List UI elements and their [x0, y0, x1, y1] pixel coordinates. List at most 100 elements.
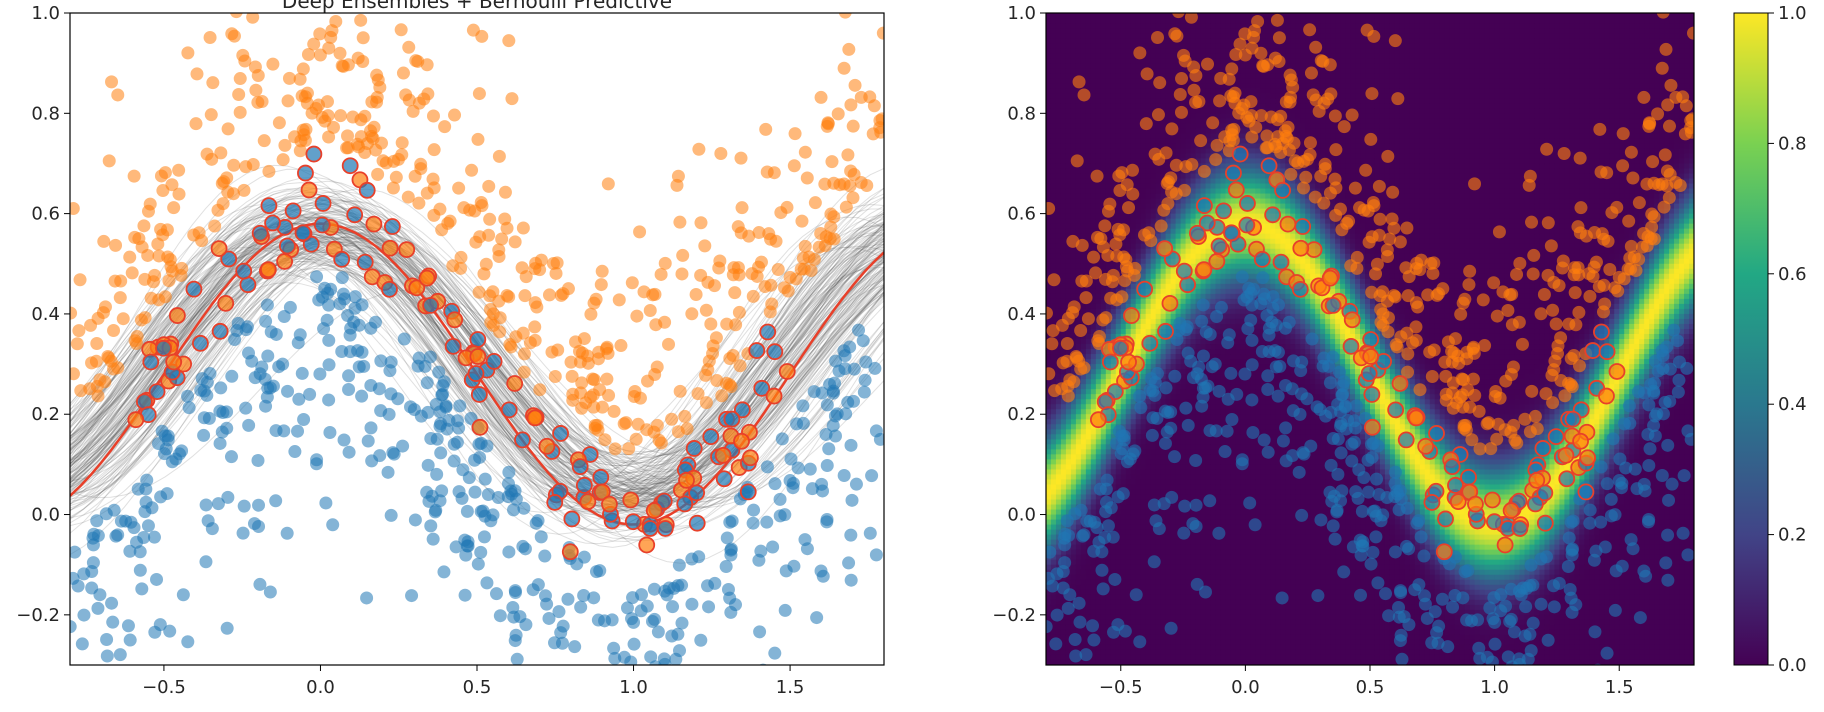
heatmap-cell [1150, 354, 1157, 360]
heatmap-cell [1180, 599, 1187, 606]
heatmap-cell [1090, 193, 1097, 200]
heatmap-cell [1115, 404, 1122, 410]
highlighted-point [302, 235, 320, 253]
heatmap-cell [1055, 18, 1062, 24]
heatmap-cell [1175, 359, 1182, 365]
heatmap-cell [1145, 98, 1152, 104]
heatmap-cell [1180, 298, 1187, 305]
heatmap-cell [1170, 359, 1177, 365]
heatmap-cell [1155, 439, 1162, 445]
class0-point [607, 641, 621, 655]
class0-point [407, 403, 421, 417]
heatmap-cell [1060, 504, 1067, 511]
heatmap-cell [1160, 103, 1167, 109]
heatmap-cell [1130, 499, 1137, 506]
heatmap-cell [1100, 193, 1107, 200]
heatmap-cell [1090, 288, 1097, 295]
heatmap-cell [1115, 303, 1122, 310]
heatmap-cell [1125, 48, 1132, 54]
heatmap-cell [1180, 98, 1187, 104]
class1-point [148, 268, 162, 282]
class0-point [425, 489, 439, 503]
heatmap-cell [1125, 534, 1132, 541]
heatmap-cell [1160, 268, 1167, 275]
heatmap-cell [1085, 599, 1092, 606]
heatmap-cell [1090, 399, 1097, 405]
heatmap-cell [1165, 599, 1172, 606]
heatmap-cell [1155, 63, 1162, 69]
heatmap-cell [1170, 344, 1177, 350]
heatmap-cell [1120, 83, 1127, 89]
heatmap-cell [1180, 389, 1187, 395]
heatmap-cell [1095, 123, 1102, 129]
heatmap-cell [1055, 549, 1062, 556]
heatmap-cell [1160, 193, 1167, 200]
heatmap-cell [1075, 18, 1082, 24]
class0-point [133, 545, 147, 559]
class1-point [412, 196, 426, 210]
class1-point [608, 442, 622, 456]
heatmap-cell [1145, 459, 1152, 465]
heatmap-cell [1050, 624, 1057, 631]
heatmap-cell [1110, 484, 1117, 491]
heatmap-cell [1175, 459, 1182, 465]
heatmap-cell [1115, 614, 1122, 621]
heatmap-cell [1145, 364, 1152, 370]
heatmap-cell [1180, 339, 1187, 345]
heatmap-cell [1100, 614, 1107, 621]
heatmap-cell [1155, 178, 1162, 185]
class1-point [846, 191, 860, 205]
heatmap-cell [1135, 344, 1142, 350]
heatmap-cell [1165, 53, 1172, 59]
heatmap-cell [1065, 434, 1072, 440]
heatmap-cell [1085, 248, 1092, 255]
heatmap-cell [1046, 349, 1052, 355]
heatmap-cell [1070, 404, 1077, 410]
ensemble-boundary-line [70, 249, 884, 500]
heatmap-cell [1055, 138, 1062, 144]
heatmap-cell [1145, 78, 1152, 84]
class1-point [617, 417, 631, 431]
class0-point [826, 384, 840, 398]
heatmap-cell [1090, 649, 1097, 656]
class1-point [633, 391, 647, 405]
heatmap-cell [1050, 38, 1057, 44]
class1-point [781, 284, 795, 298]
class0-point [200, 388, 214, 402]
heatmap-cell [1065, 499, 1072, 506]
heatmap-cell [1046, 414, 1052, 420]
heatmap-cell [1046, 524, 1052, 531]
heatmap-cell [1085, 268, 1092, 275]
class0-point [182, 401, 196, 415]
heatmap-cell [1095, 93, 1102, 99]
heatmap-cell [1160, 173, 1167, 180]
heatmap-cell [1046, 168, 1052, 175]
class0-point [820, 515, 834, 529]
heatmap-cell [1120, 419, 1127, 425]
heatmap-cell [1115, 143, 1122, 150]
heatmap-cell [1085, 499, 1092, 506]
heatmap-cell [1090, 579, 1097, 586]
class1-point [257, 134, 271, 148]
heatmap-cell [1065, 13, 1072, 19]
heatmap-cell [1175, 233, 1182, 240]
class1-point [137, 219, 151, 233]
class1-point [167, 201, 181, 215]
class0-point [242, 418, 256, 432]
heatmap-cell [1175, 248, 1182, 255]
heatmap-cell [1150, 298, 1157, 305]
heatmap-cell [1160, 554, 1167, 561]
class0-point [336, 287, 350, 301]
class1-point [763, 305, 777, 319]
heatmap-cell [1055, 374, 1062, 380]
heatmap-cell [1145, 484, 1152, 491]
heatmap-cell [1130, 404, 1137, 410]
highlighted-point [278, 237, 296, 255]
heatmap-cell [1135, 599, 1142, 606]
heatmap-cell [1170, 349, 1177, 355]
heatmap-cell [1100, 23, 1107, 29]
heatmap-cell [1115, 53, 1122, 59]
heatmap-cell [1135, 509, 1142, 516]
heatmap-cell [1120, 554, 1127, 561]
heatmap-cell [1065, 323, 1072, 330]
